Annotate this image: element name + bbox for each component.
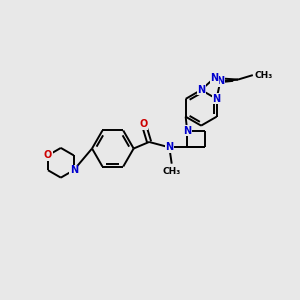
Text: N: N: [165, 142, 173, 152]
Text: N: N: [212, 94, 220, 104]
Text: N: N: [70, 165, 78, 175]
Text: N: N: [216, 76, 224, 86]
Text: CH₃: CH₃: [163, 167, 181, 176]
Text: N: N: [183, 126, 191, 136]
Text: N: N: [197, 85, 205, 95]
Text: CH₃: CH₃: [255, 70, 273, 80]
Text: O: O: [140, 119, 148, 129]
Text: O: O: [44, 150, 52, 160]
Text: N: N: [210, 73, 218, 83]
